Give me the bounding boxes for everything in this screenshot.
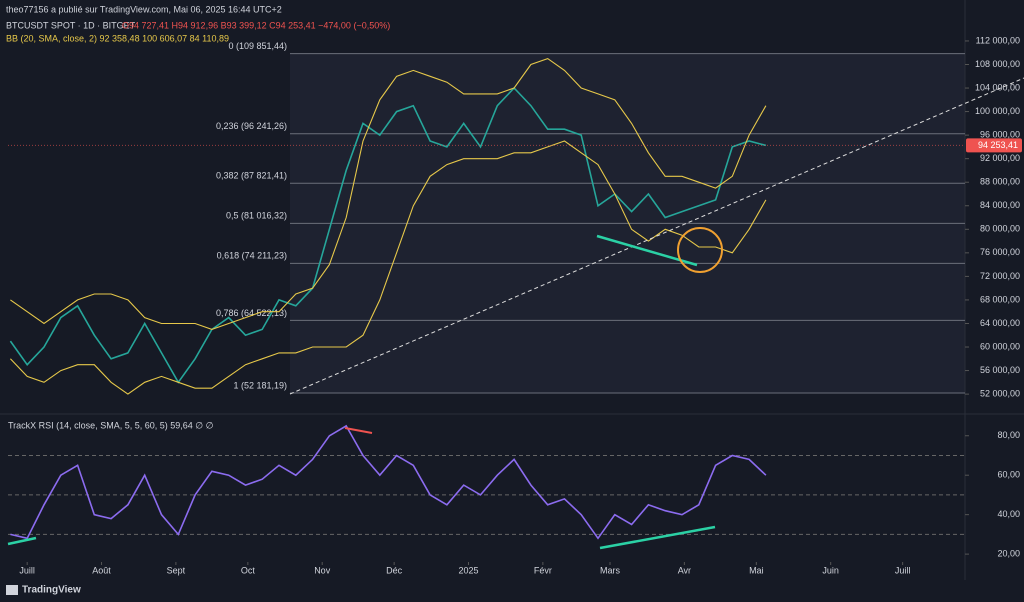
- series-line: [10, 57, 767, 330]
- y-tick-label: 96 000,00: [980, 129, 1020, 139]
- published-note: theo77156 a publié sur TradingView.com, …: [6, 4, 282, 14]
- y-tick-label: 80,00: [997, 430, 1020, 440]
- logo-icon: [6, 585, 18, 595]
- y-tick-label: 72 000,00: [980, 271, 1020, 281]
- y-tick-label: 68 000,00: [980, 294, 1020, 304]
- trend-line: [289, 77, 1024, 395]
- y-tick-label: 112 000,00: [976, 35, 1020, 45]
- x-tick-label: Nov: [314, 565, 331, 575]
- x-tick-label: Déc: [386, 565, 403, 575]
- y-tick-label: 76 000,00: [980, 247, 1020, 257]
- series-line: [10, 424, 767, 540]
- y-tick-label: 100 000,00: [975, 106, 1020, 116]
- series-line: [10, 140, 767, 395]
- fib-label: 1 (52 181,19): [233, 380, 287, 390]
- fib-label: 0,5 (81 016,32): [226, 211, 287, 221]
- highlight-circle: [677, 227, 723, 273]
- symbol-title: BTCUSDT SPOT · 1D · BITGET: [6, 20, 136, 30]
- x-tick-label: Juin: [822, 565, 839, 575]
- x-tick-label: Juill: [19, 565, 35, 575]
- x-tick-label: Avr: [678, 565, 691, 575]
- last-price-label: 94 253,41: [978, 140, 1018, 150]
- rsi-divergence-line: [7, 536, 37, 546]
- rsi-divergence-line: [599, 525, 716, 550]
- y-tick-label: 20,00: [997, 548, 1020, 558]
- rsi-peak-line: [344, 427, 373, 434]
- ohlc: O94 727,41 H94 912,96 B93 399,12 C94 253…: [122, 20, 390, 30]
- x-tick-label: Mars: [600, 565, 620, 575]
- last-price-tag: [966, 138, 1022, 153]
- y-tick-label: 56 000,00: [980, 365, 1020, 375]
- x-tick-label: Oct: [241, 565, 256, 575]
- x-tick-label: Juill: [895, 565, 911, 575]
- fib-label: 0,382 (87 821,41): [216, 171, 287, 181]
- y-tick-label: 92 000,00: [980, 153, 1020, 163]
- x-tick-label: Mai: [749, 565, 764, 575]
- x-tick-label: Sept: [167, 565, 186, 575]
- annotations: [7, 77, 1024, 550]
- y-tick-label: 40,00: [997, 509, 1020, 519]
- y-tick-label: 52 000,00: [980, 388, 1020, 398]
- x-tick-label: Août: [92, 565, 111, 575]
- indicator-label: BB (20, SMA, close, 2) 92 358,48 100 606…: [6, 33, 229, 43]
- x-tick-label: 2025: [458, 565, 478, 575]
- rsi-title: TrackX RSI (14, close, SMA, 5, 5, 60, 5)…: [8, 420, 214, 430]
- series-line: [9, 86, 767, 384]
- fib-label: 0 (109 851,44): [228, 41, 287, 51]
- logo: TradingView: [22, 585, 81, 596]
- y-tick-label: 60 000,00: [980, 341, 1020, 351]
- x-tick-label: Févr: [534, 565, 552, 575]
- fib-label: 0,618 (74 211,23): [217, 251, 287, 261]
- y-tick-label: 84 000,00: [980, 200, 1020, 210]
- y-tick-label: 80 000,00: [980, 224, 1020, 234]
- fib-label: 0,786 (64 522,13): [216, 308, 287, 318]
- y-tick-label: 60,00: [997, 470, 1020, 480]
- y-tick-label: 64 000,00: [980, 318, 1020, 328]
- y-tick-label: 104 000,00: [975, 82, 1020, 92]
- y-tick-label: 108 000,00: [975, 59, 1020, 69]
- y-tick-label: 88 000,00: [980, 177, 1020, 187]
- fib-label: 0,236 (96 241,26): [216, 121, 287, 131]
